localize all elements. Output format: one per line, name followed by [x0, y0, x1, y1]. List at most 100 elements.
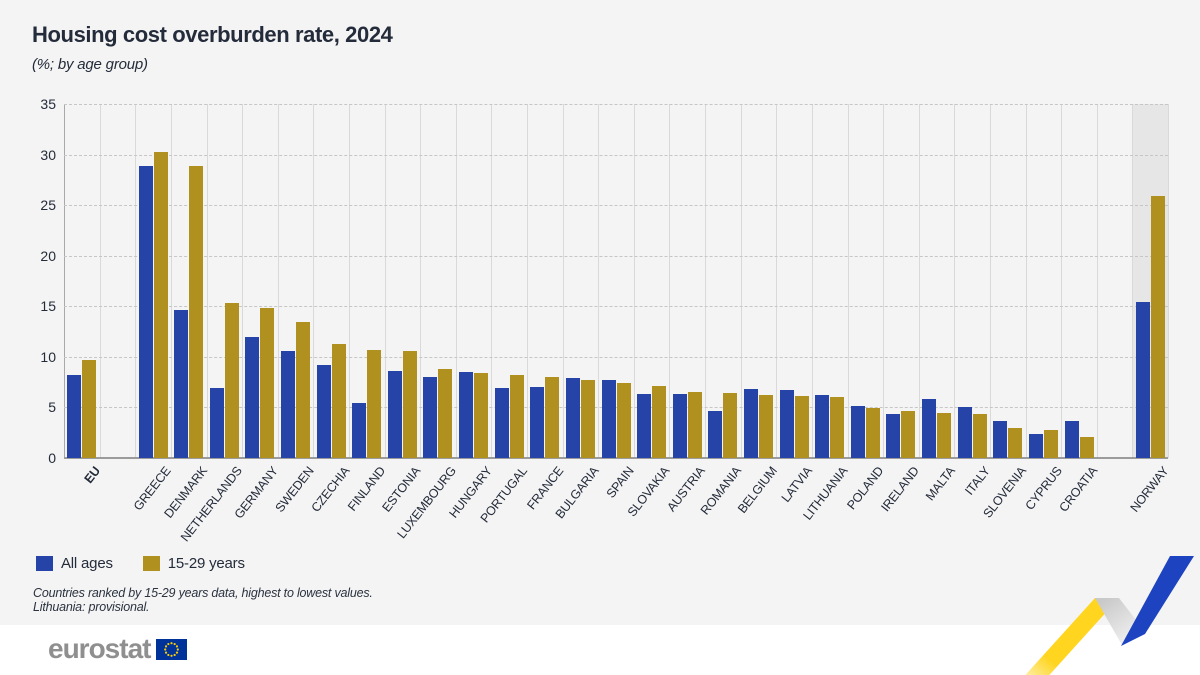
- bar-eu-all-ages: [67, 375, 82, 458]
- grid-hline-20: [64, 255, 1168, 257]
- eu-flag-star: [164, 647, 167, 651]
- grid-vline: [420, 104, 422, 458]
- grid-vline: [989, 104, 991, 458]
- legend-item-all-ages: All ages: [36, 555, 113, 572]
- bar-austria-all-ages: [672, 394, 687, 458]
- grid-vline: [705, 104, 706, 458]
- bar-bulgaria-all-ages: [565, 378, 580, 458]
- bar-portugal-all-ages: [494, 388, 509, 458]
- bar-denmark-all-ages: [174, 310, 189, 458]
- bar-poland-all-ages: [850, 406, 865, 458]
- bar-hungary-all-ages: [459, 372, 473, 458]
- bar-greece-all-ages: [138, 165, 153, 458]
- grid-vline: [598, 104, 600, 458]
- eu-flag-star: [165, 651, 168, 654]
- grid-vline: [491, 104, 493, 458]
- bar-ireland-15-29: [901, 410, 916, 458]
- grid-hline-30: [64, 154, 1168, 156]
- grid-vline: [811, 104, 813, 458]
- bar-romania-15-29: [723, 393, 738, 458]
- bar-czechia-all-ages: [316, 364, 331, 458]
- bar-poland-15-29: [865, 408, 880, 458]
- bar-finland-15-29: [367, 349, 382, 458]
- legend-swatch-all-ages: [36, 556, 53, 571]
- page-subtitle: (%; by age group): [32, 56, 148, 73]
- grouped-bar-chart: 0 5 10 15 20 25 30 35 EU GREECE DENMARK NETHERLANDS…: [40, 96, 1171, 544]
- y-tick-label-5: 5: [48, 399, 56, 416]
- grid-vline: [669, 104, 671, 458]
- grid-vline: [348, 104, 350, 458]
- bar-romania-all-ages: [708, 410, 723, 458]
- legend-label-15-29: 15-29 years: [167, 555, 245, 572]
- x-label-malta: MALTA: [922, 464, 958, 504]
- bar-germany-all-ages: [245, 336, 260, 458]
- eu-flag-field: [156, 638, 188, 660]
- bar-france-15-29: [545, 377, 560, 458]
- bar-portugal-15-29: [509, 375, 524, 458]
- eu-flag-star: [177, 647, 180, 651]
- bar-slovenia-15-29: [1008, 427, 1023, 458]
- bar-ireland-all-ages: [886, 413, 901, 458]
- grid-vline: [633, 104, 635, 458]
- bar-croatia-all-ages: [1064, 420, 1079, 458]
- x-label-latvia: LATVIA: [778, 464, 816, 505]
- footnote-provisional: Lithuania: provisional.: [33, 600, 150, 614]
- grid-vline: [1061, 104, 1063, 458]
- legend-swatch-15-29: [142, 556, 160, 571]
- grid-vline: [1025, 104, 1027, 458]
- grid-vline: [527, 104, 528, 458]
- eu-flag-star: [174, 642, 177, 645]
- bar-finland-all-ages: [352, 403, 367, 458]
- y-tick-label-0: 0: [48, 450, 56, 466]
- bar-norway-15-29: [1150, 196, 1165, 458]
- grid-hline-35: [64, 104, 1168, 105]
- grid-vline: [1132, 104, 1134, 458]
- bar-croatia-15-29: [1079, 436, 1094, 458]
- eu-flag-star: [167, 653, 170, 656]
- eu-flag-star: [176, 644, 179, 647]
- bar-malta-15-29: [937, 412, 951, 458]
- bar-netherlands-all-ages: [209, 388, 224, 458]
- chart-legend: All ages 15-29 years: [36, 555, 245, 572]
- grid-hline-10: [64, 356, 1168, 358]
- grid-vline: [918, 104, 920, 458]
- grid-vline: [99, 104, 101, 458]
- grid-vline: [242, 104, 244, 458]
- bar-netherlands-15-29: [224, 303, 239, 458]
- x-axis-line: [64, 457, 1168, 459]
- grid-vline: [455, 104, 457, 458]
- eu-flag-star: [170, 641, 174, 644]
- bar-denmark-15-29: [189, 165, 204, 458]
- footnotes: Countries ranked by 15-29 years data, hi…: [33, 586, 373, 614]
- bar-lithuania-all-ages: [815, 395, 830, 458]
- x-label-eu: EU: [81, 464, 103, 486]
- grid-vline: [206, 104, 208, 458]
- bar-sweden-15-29: [296, 321, 310, 458]
- bar-latvia-all-ages: [779, 390, 794, 458]
- y-tick-label-15: 15: [40, 298, 56, 315]
- bar-luxembourg-15-29: [438, 369, 453, 458]
- bar-bulgaria-15-29: [580, 380, 595, 458]
- bar-norway-all-ages: [1135, 302, 1150, 458]
- grid-hline-5: [64, 407, 1168, 409]
- page-title: Housing cost overburden rate, 2024: [32, 22, 393, 47]
- bar-slovakia-all-ages: [637, 394, 652, 458]
- bar-lithuania-15-29: [830, 397, 845, 458]
- y-tick-label-20: 20: [40, 247, 56, 264]
- bar-italy-15-29: [972, 413, 987, 458]
- grid-hline-15: [64, 306, 1168, 308]
- bar-belgium-15-29: [759, 395, 773, 458]
- grid-vline: [277, 104, 279, 458]
- y-tick-label-30: 30: [40, 146, 56, 163]
- bar-cyprus-15-29: [1043, 429, 1058, 458]
- y-tick-label-25: 25: [40, 197, 56, 214]
- grid-vline: [1168, 104, 1169, 458]
- bar-belgium-all-ages: [744, 389, 758, 458]
- legend-item-15-29: 15-29 years: [142, 555, 245, 572]
- bar-italy-all-ages: [957, 407, 972, 458]
- x-label-spain: SPAIN: [604, 464, 638, 501]
- bar-slovenia-all-ages: [993, 420, 1008, 458]
- eu-flag-star: [170, 654, 174, 657]
- bar-eu-15-29: [82, 359, 97, 458]
- y-tick-label-35: 35: [40, 96, 56, 112]
